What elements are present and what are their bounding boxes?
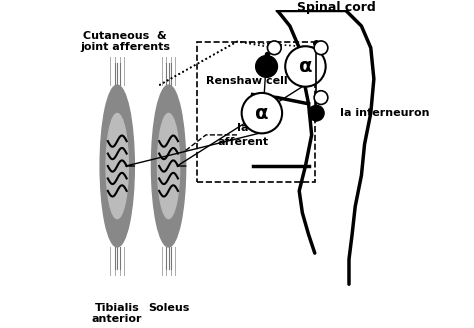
Text: Tibialis
anterior: Tibialis anterior [92, 303, 143, 324]
Circle shape [309, 105, 324, 121]
Text: Renshaw cell: Renshaw cell [206, 76, 287, 86]
Bar [197, 42, 315, 182]
Text: Ia
afferent: Ia afferent [218, 123, 269, 147]
Ellipse shape [106, 113, 128, 218]
Circle shape [314, 91, 328, 104]
Circle shape [314, 41, 328, 55]
Circle shape [242, 93, 282, 133]
Text: α: α [255, 104, 269, 123]
Text: α: α [299, 57, 312, 76]
Text: Cutaneous  &
joint afferents: Cutaneous & joint afferents [80, 31, 170, 52]
Ellipse shape [152, 85, 186, 247]
Circle shape [267, 41, 281, 55]
Circle shape [255, 55, 277, 77]
Text: Soleus: Soleus [148, 303, 189, 313]
Text: Ia interneuron: Ia interneuron [340, 108, 429, 118]
Text: Spinal cord: Spinal cord [297, 1, 376, 13]
Ellipse shape [157, 113, 180, 218]
Ellipse shape [100, 85, 134, 247]
Circle shape [285, 46, 326, 87]
